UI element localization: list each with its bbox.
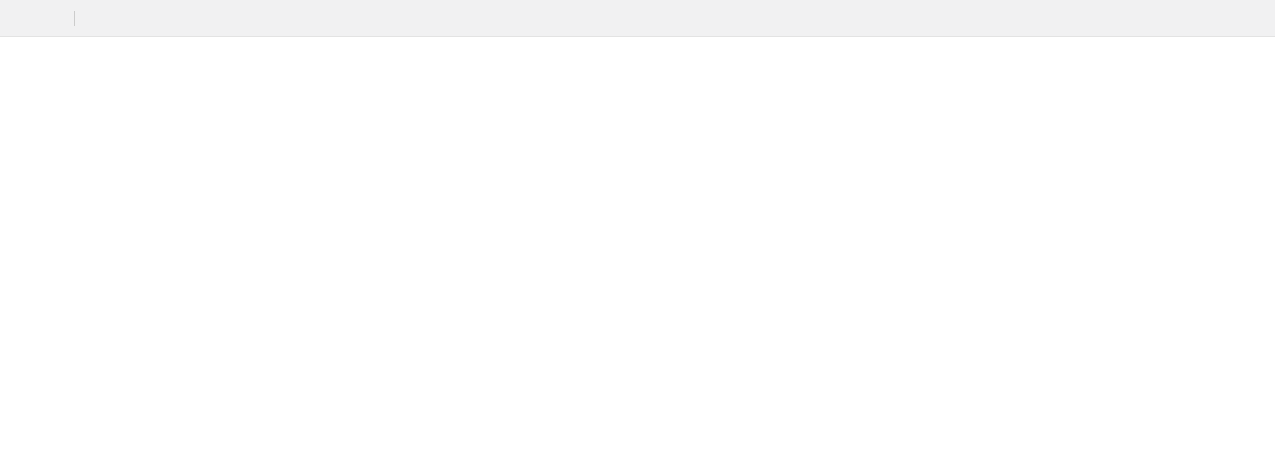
x-axis — [245, 350, 1185, 370]
chart-plot-area[interactable] — [245, 66, 1185, 350]
y-axis-right — [1185, 66, 1243, 350]
header-bar — [0, 0, 1275, 37]
y-axis-left — [210, 66, 245, 350]
section-header — [0, 37, 1275, 56]
header-divider — [74, 10, 75, 26]
chart-region — [0, 66, 1275, 370]
